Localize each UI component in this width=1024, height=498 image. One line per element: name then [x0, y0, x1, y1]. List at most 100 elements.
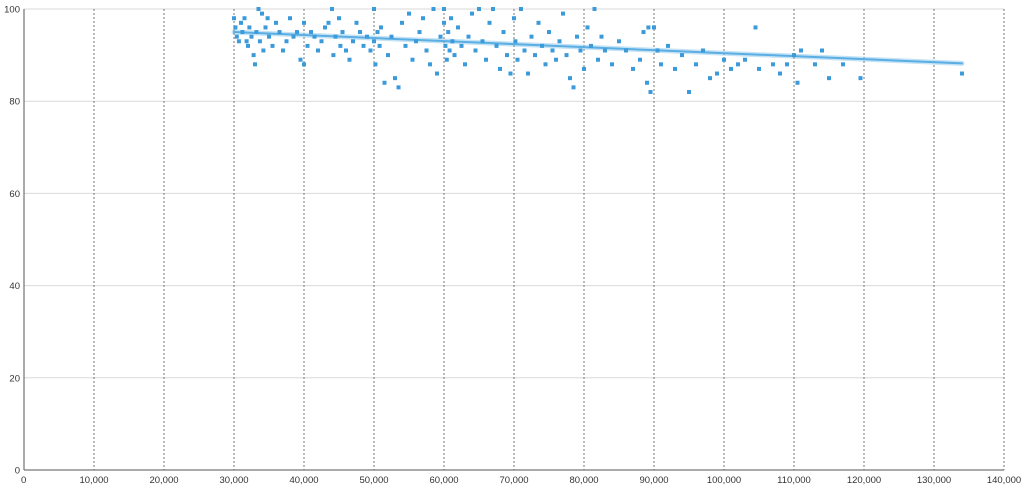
data-point: [638, 57, 642, 62]
data-point: [753, 25, 758, 30]
data-point: [646, 25, 651, 30]
data-point: [265, 16, 270, 21]
data-point: [421, 16, 425, 21]
data-point: [323, 25, 327, 30]
data-point: [477, 7, 481, 11]
data-point: [785, 62, 789, 67]
data-point: [680, 53, 684, 58]
data-point: [444, 57, 449, 62]
data-point: [373, 62, 378, 67]
data-point: [274, 20, 278, 25]
data-point: [246, 43, 250, 48]
x-tick-label: 10,000: [79, 475, 108, 486]
data-point: [771, 62, 775, 67]
data-point: [515, 57, 520, 62]
data-point: [331, 53, 336, 58]
y-tick-label: 20: [9, 373, 20, 384]
data-point: [232, 16, 236, 21]
data-point: [571, 85, 576, 90]
data-point: [403, 43, 408, 48]
data-point: [557, 39, 562, 44]
data-point: [340, 30, 345, 35]
data-point: [596, 57, 600, 62]
data-point: [319, 39, 324, 44]
data-point: [386, 53, 390, 58]
data-point: [298, 57, 303, 62]
data-point: [456, 25, 460, 30]
x-tick-label: 30,000: [219, 475, 248, 486]
x-tick-label: 100,000: [707, 475, 741, 486]
data-point: [578, 48, 583, 53]
x-tick-label: 50,000: [359, 475, 388, 486]
data-point: [234, 34, 239, 39]
data-point: [536, 20, 541, 25]
data-point: [263, 25, 268, 30]
data-point: [533, 53, 537, 58]
data-point: [305, 43, 310, 48]
data-point: [452, 53, 457, 58]
data-point: [372, 7, 376, 11]
x-tick-label: 80,000: [569, 475, 598, 486]
data-point: [257, 39, 262, 44]
data-point: [361, 43, 366, 48]
x-tick-label: 110,000: [777, 475, 811, 486]
data-point: [236, 39, 241, 44]
data-point: [442, 7, 446, 11]
data-point: [302, 20, 306, 25]
data-point: [449, 16, 453, 21]
data-point: [247, 25, 252, 30]
data-point: [470, 11, 474, 16]
data-point: [254, 30, 259, 35]
data-point: [813, 62, 817, 67]
data-point: [233, 25, 238, 30]
data-point: [820, 48, 824, 53]
data-point: [379, 25, 383, 30]
data-point: [377, 43, 382, 48]
data-point: [365, 34, 369, 39]
axis-layer: [23, 9, 1004, 471]
data-point: [337, 16, 341, 21]
data-point: [722, 57, 726, 62]
data-point: [256, 7, 261, 11]
data-point: [729, 66, 733, 71]
x-tick-label: 60,000: [429, 475, 458, 486]
y-tick-label: 40: [9, 281, 20, 292]
data-point: [260, 11, 264, 16]
data-point: [585, 25, 590, 30]
data-point: [354, 20, 359, 25]
data-point: [270, 43, 275, 48]
data-point: [519, 7, 523, 11]
data-point: [582, 66, 586, 71]
data-point: [757, 66, 761, 71]
data-point: [450, 39, 455, 44]
data-point: [792, 53, 796, 58]
data-point: [295, 30, 299, 35]
data-point: [244, 39, 249, 44]
data-point: [624, 48, 628, 53]
data-point: [463, 62, 467, 67]
y-tick-label: 100: [4, 5, 20, 16]
data-point: [673, 66, 677, 71]
data-point: [841, 62, 845, 67]
data-point: [396, 85, 401, 90]
data-point: [554, 57, 558, 62]
data-point: [338, 43, 343, 48]
data-point: [368, 48, 373, 53]
data-point: [505, 53, 509, 58]
data-point: [522, 48, 527, 53]
x-tick-label: 20,000: [149, 475, 178, 486]
x-tick-label: 130,000: [917, 475, 951, 486]
data-point: [529, 34, 534, 39]
data-point: [513, 39, 518, 44]
data-point: [501, 30, 506, 35]
data-point: [960, 71, 964, 76]
data-point: [715, 71, 719, 76]
data-point: [743, 57, 747, 62]
data-point: [326, 20, 331, 25]
data-point: [267, 34, 271, 39]
data-points-layer: [232, 7, 964, 94]
data-point: [253, 62, 257, 67]
data-point: [655, 48, 660, 53]
data-point: [589, 43, 593, 48]
